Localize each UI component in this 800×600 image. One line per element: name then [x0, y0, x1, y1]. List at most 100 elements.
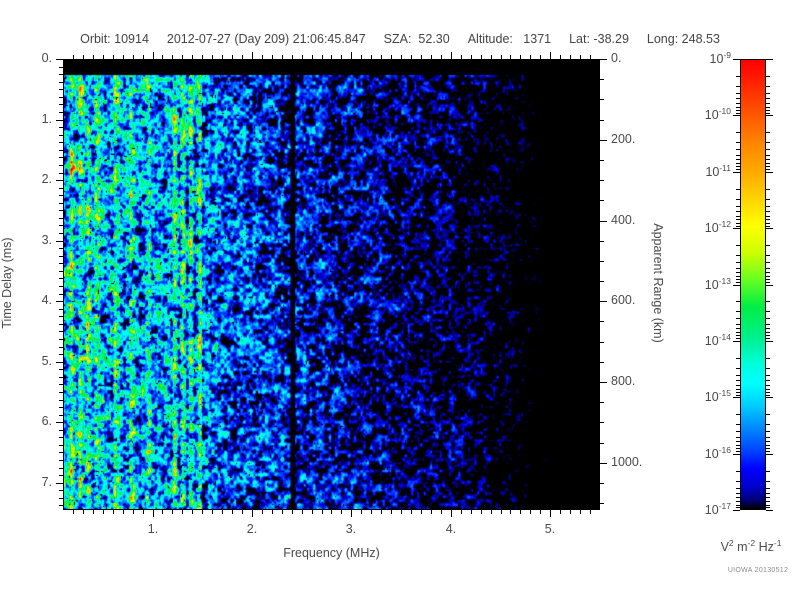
x-minor-tick: [73, 510, 74, 514]
colorbar-minor-tick: [736, 380, 740, 381]
y-minor-tick: [59, 324, 63, 325]
x-minor-tick: [83, 510, 84, 514]
colorbar-minor-tick-right: [766, 255, 770, 256]
x-minor-tick-top: [520, 55, 521, 59]
y-minor-tick: [59, 135, 63, 136]
x-minor-tick: [481, 510, 482, 514]
x-minor-tick: [312, 510, 313, 514]
y2-minor-tick: [600, 160, 604, 161]
colorbar-minor-tick-right: [766, 226, 770, 227]
y-minor-tick: [59, 173, 63, 174]
colorbar-minor-tick-right: [766, 497, 770, 498]
header-sza-label: SZA:: [383, 32, 412, 46]
x-minor-tick: [570, 510, 571, 514]
y-minor-tick: [59, 468, 63, 469]
x-minor-tick-top: [341, 55, 342, 59]
y2-major-tick: [600, 382, 607, 383]
colorbar-minor-tick: [736, 159, 740, 160]
colorbar-minor-tick: [736, 103, 740, 104]
y-minor-tick: [59, 157, 63, 158]
y-minor-tick: [59, 415, 63, 416]
y2-tick-label: 1000.: [611, 455, 643, 469]
colorbar-minor-tick-right: [766, 245, 770, 246]
x-minor-tick-top: [411, 55, 412, 59]
colorbar-minor-tick: [736, 166, 740, 167]
colorbar-minor-tick: [736, 338, 740, 339]
y-minor-tick: [59, 452, 63, 453]
colorbar-minor-tick: [736, 368, 740, 369]
y2-major-tick: [600, 463, 607, 464]
y-major-tick: [56, 241, 63, 242]
colorbar-major-tick-right: [766, 285, 773, 286]
colorbar-exponent: -11: [719, 163, 731, 173]
y-minor-tick: [59, 74, 63, 75]
y2-minor-tick: [600, 342, 604, 343]
colorbar-minor-tick: [736, 311, 740, 312]
colorbar-major-tick: [733, 454, 740, 455]
y-minor-tick: [59, 195, 63, 196]
y-tick-label: 4.: [41, 293, 52, 307]
x-minor-tick: [520, 510, 521, 514]
unit-hertz-exponent: -1: [773, 538, 782, 548]
colorbar-minor-tick: [736, 226, 740, 227]
colorbar-major-tick: [733, 115, 740, 116]
colorbar-major-tick-right: [766, 341, 773, 342]
colorbar-minor-tick: [736, 437, 740, 438]
y-minor-tick: [59, 392, 63, 393]
x-minor-tick-top: [232, 55, 233, 59]
x-minor-tick: [123, 510, 124, 514]
colorbar-minor-tick-right: [766, 272, 770, 273]
y-tick-label: 2.: [41, 172, 52, 186]
y-minor-tick: [59, 271, 63, 272]
y-minor-tick: [59, 490, 63, 491]
colorbar-minor-tick: [736, 392, 740, 393]
unit-volts-exponent: 2: [728, 538, 734, 548]
y-minor-tick: [59, 104, 63, 105]
unit-hertz: Hz: [755, 540, 774, 555]
colorbar-minor-tick-right: [766, 338, 770, 339]
x-minor-tick-top: [481, 55, 482, 59]
y2-minor-tick: [600, 402, 604, 403]
colorbar-major-tick-right: [766, 510, 773, 511]
y-minor-tick: [59, 331, 63, 332]
colorbar-minor-tick: [736, 332, 740, 333]
y-axis-title-left: Time Delay (ms): [0, 236, 14, 329]
colorbar-minor-tick-right: [766, 471, 770, 472]
colorbar-minor-tick-right: [766, 301, 770, 302]
x-minor-tick: [401, 510, 402, 514]
x-minor-tick: [421, 510, 422, 514]
colorbar-major-tick: [733, 510, 740, 511]
colorbar-base: 10: [704, 447, 719, 462]
colorbar-minor-tick-right: [766, 505, 770, 506]
y-tick-label: 6.: [41, 414, 52, 428]
colorbar-minor-tick-right: [766, 493, 770, 494]
y2-major-tick: [600, 221, 607, 222]
colorbar-minor-tick: [736, 507, 740, 508]
x-major-tick-top: [351, 52, 352, 59]
y2-minor-tick: [600, 503, 604, 504]
x-minor-tick-top: [312, 55, 313, 59]
y-minor-tick: [59, 286, 63, 287]
header-altitude-value: 1371: [523, 32, 552, 46]
x-major-tick: [451, 510, 452, 517]
colorbar-minor-tick: [736, 189, 740, 190]
y-minor-tick: [59, 505, 63, 506]
colorbar-minor-tick-right: [766, 159, 770, 160]
colorbar-tick-label: 10-12: [685, 219, 731, 235]
x-minor-tick-top: [580, 55, 581, 59]
x-minor-tick: [530, 510, 531, 514]
colorbar-minor-tick: [736, 493, 740, 494]
colorbar-minor-tick-right: [766, 507, 770, 508]
colorbar-minor-tick: [736, 211, 740, 212]
x-minor-tick-top: [501, 55, 502, 59]
colorbar-minor-tick-right: [766, 206, 770, 207]
header-sza-value: 52.30: [418, 32, 450, 46]
y-minor-tick: [59, 430, 63, 431]
colorbar-minor-tick: [736, 76, 740, 77]
y2-minor-tick: [600, 281, 604, 282]
y2-minor-tick: [600, 200, 604, 201]
colorbar-minor-tick-right: [766, 110, 770, 111]
colorbar-minor-tick-right: [766, 163, 770, 164]
colorbar-minor-tick-right: [766, 155, 770, 156]
y-major-tick: [56, 301, 63, 302]
